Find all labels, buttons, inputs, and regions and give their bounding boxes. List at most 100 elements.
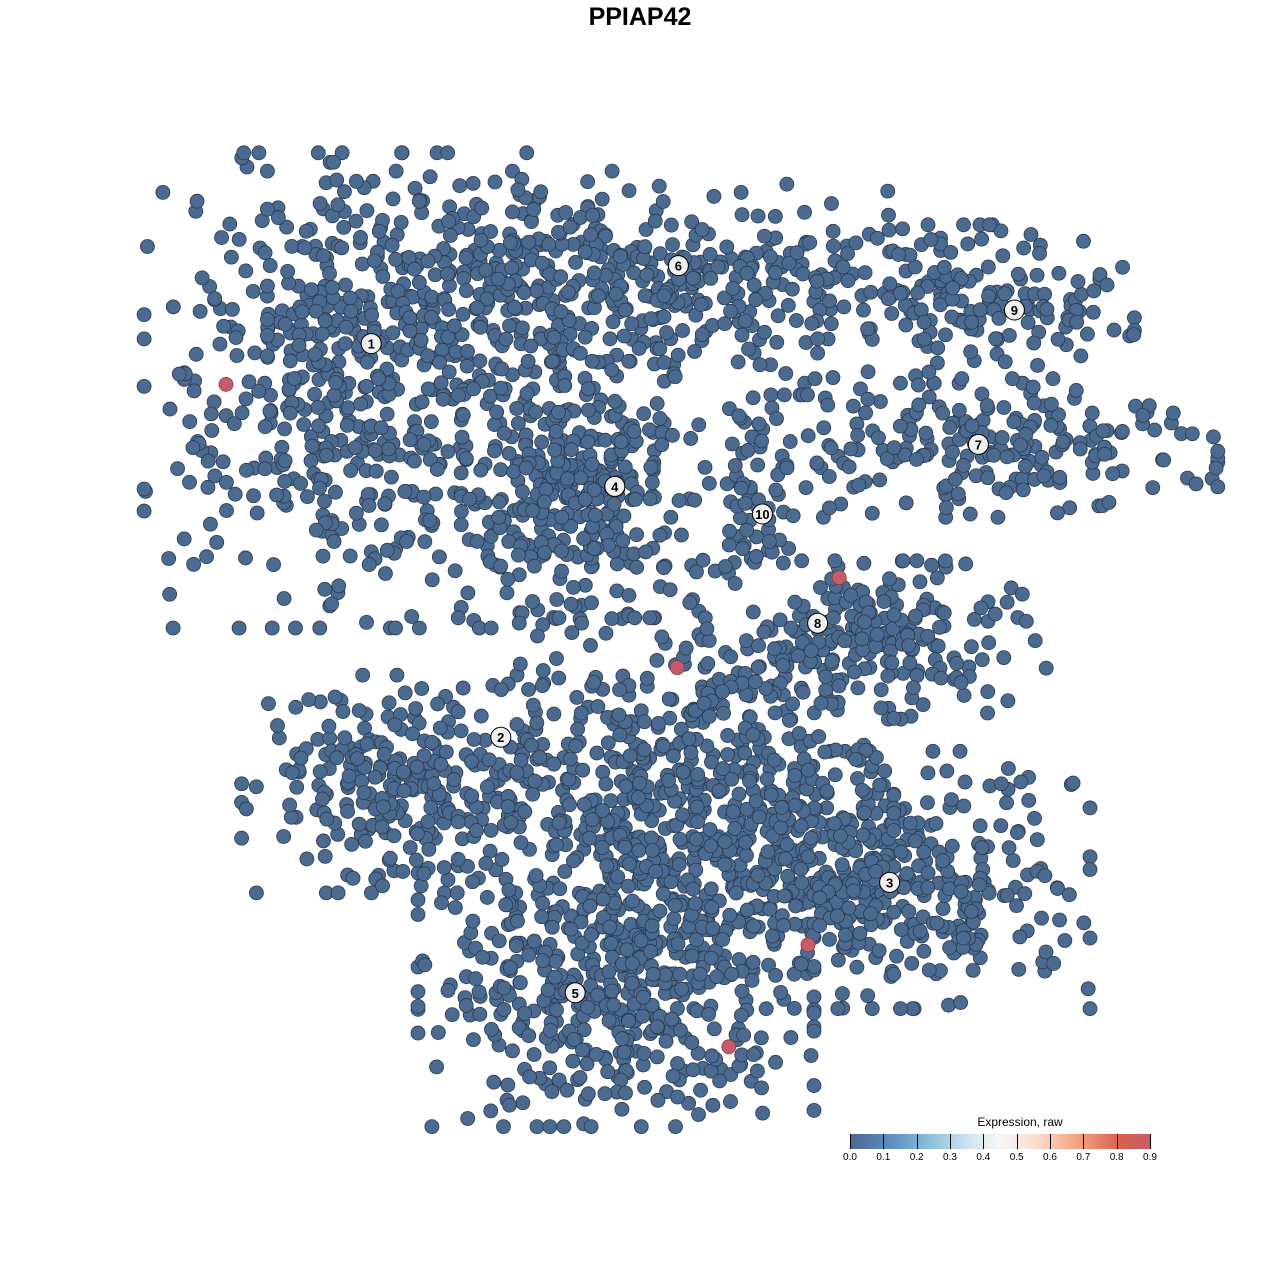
data-point [821,469,837,484]
data-point [454,504,469,519]
data-point [299,851,315,867]
data-point [921,389,937,405]
data-point [693,297,709,312]
data-point [1043,396,1059,412]
data-point [797,204,812,220]
colorbar [850,1134,1151,1149]
colorbar-tick [1050,1134,1051,1149]
data-point [595,891,611,907]
data-point [780,868,796,884]
data-point [625,893,640,909]
data-point [416,866,432,882]
data-point [277,421,292,437]
data-point [638,222,654,237]
data-point [423,414,439,430]
data-point [1085,304,1101,320]
data-point [342,290,358,306]
data-point [655,194,671,209]
data-point [882,276,898,292]
data-point [341,768,357,784]
data-point [620,878,636,894]
data-point [512,975,528,991]
data-point [629,559,645,575]
data-point [652,246,668,261]
data-point [1184,426,1200,442]
data-point [471,984,487,1000]
data-point [301,692,317,707]
data-point [886,710,902,726]
data-point [795,684,811,700]
data-point [298,223,314,239]
data-point [996,650,1012,666]
data-point [879,451,895,467]
data-point [535,895,550,911]
data-point [794,875,810,891]
data-point [458,998,474,1013]
data-point [728,885,744,901]
data-point [691,417,707,433]
data-point [840,246,855,262]
data-point [270,718,285,733]
data-point [368,463,384,479]
data-point [848,751,864,767]
data-point [245,283,261,299]
data-point [584,595,599,611]
data-point [705,1097,721,1113]
colorbar-tick [850,1134,851,1149]
data-point [723,303,738,319]
data-point [717,316,733,332]
data-point [678,640,694,656]
data-point [642,610,658,626]
data-point [624,975,640,991]
data-point [840,273,856,289]
data-point [980,259,996,275]
data-point [947,471,963,487]
data-point [338,319,354,335]
data-point [487,174,503,190]
color-legend: Expression, raw 0.0 0.1 0.2 0.3 0.4 0.5 0.6 0.7… [843,1115,1157,1163]
data-point [385,191,401,207]
data-point [535,678,550,693]
data-point [227,486,243,502]
data-point [825,223,841,239]
data-point [371,371,386,387]
data-point [739,265,755,281]
data-point [1147,422,1162,438]
data-point [1003,580,1019,596]
data-point [319,447,334,463]
data-point [899,866,915,881]
data-point [381,441,397,457]
data-point [534,909,550,925]
data-point [234,776,250,792]
data-point [468,971,484,987]
data-point [348,173,364,189]
data-point [379,542,395,558]
data-point [877,763,893,779]
data-point [199,549,214,565]
data-point [340,804,355,819]
data-point [551,404,566,420]
data-point [271,730,287,746]
data-point [494,852,510,867]
data-point [525,503,541,518]
data-point [688,831,704,847]
data-point [923,232,939,247]
data-point [572,345,588,361]
colorbar-tick [1083,1134,1085,1149]
data-point [594,840,610,855]
data-point [542,1060,558,1076]
data-point [649,1049,665,1065]
data-point [745,727,761,743]
data-point [294,304,310,320]
data-point [566,1032,582,1047]
data-point [348,505,364,521]
data-point [444,1007,460,1023]
data-point [893,922,909,938]
colorbar-tick-label: 0.2 [909,1152,924,1163]
data-point [501,882,517,898]
data-point [379,406,395,422]
data-point [1097,446,1113,462]
data-point [988,331,1004,347]
data-point [491,509,507,525]
data-point [614,1101,630,1117]
